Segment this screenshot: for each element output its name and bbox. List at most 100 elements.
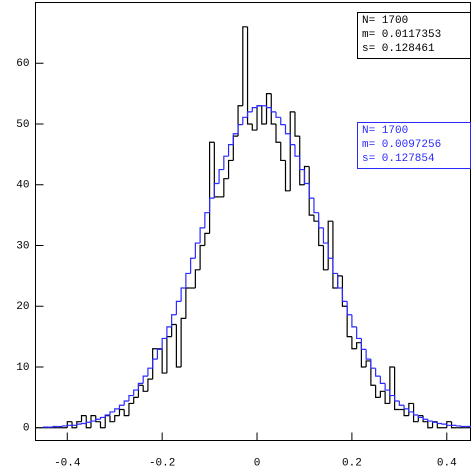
histogram-step [190, 257, 196, 274]
histogram-step [308, 166, 314, 216]
histogram-step [284, 124, 291, 135]
histogram-step [303, 169, 310, 185]
histogram-step [232, 135, 239, 161]
histogram-step [66, 424, 73, 426]
histogram-step [142, 385, 148, 392]
stats-line: m= 0.0097256 [362, 139, 441, 151]
histogram-step [408, 408, 414, 413]
histogram-step [251, 106, 258, 112]
histogram-step [128, 394, 134, 402]
histogram-step [408, 402, 414, 416]
histogram-step [313, 198, 319, 214]
y-tick-label: 50 [16, 119, 29, 131]
histogram-step [185, 272, 191, 289]
plot-frame [35, 2, 471, 441]
histogram-step [403, 409, 409, 417]
histogram-step [427, 419, 433, 422]
histogram-step [95, 418, 101, 422]
histogram-step [436, 421, 443, 429]
histogram-step [76, 423, 82, 426]
stats-line: s= 0.127854 [362, 153, 435, 165]
histogram-step [90, 414, 96, 428]
histogram-step [322, 227, 329, 244]
histogram-step [166, 336, 172, 374]
histogram-step [308, 183, 314, 199]
histogram-step [180, 317, 186, 367]
y-tick-label: 0 [23, 423, 30, 435]
y-tick-label: 30 [16, 240, 29, 252]
stats-line: N= 1700 [362, 125, 408, 137]
histogram-step [299, 136, 305, 186]
histogram-step [327, 243, 333, 259]
histogram-step [431, 421, 438, 423]
histogram-step [422, 415, 428, 423]
histogram-step [166, 326, 172, 339]
y-tick-label: 60 [16, 58, 29, 70]
histogram-step [199, 244, 205, 270]
x-tick-label: 0.4 [437, 457, 457, 469]
histogram-step [223, 155, 229, 170]
y-tick-label: 40 [16, 180, 29, 192]
histogram-step [337, 273, 343, 289]
histogram-step [356, 342, 362, 349]
histogram-step [246, 26, 253, 125]
histogram-step [370, 359, 376, 369]
histogram-step [142, 375, 148, 384]
histogram-step [351, 336, 357, 350]
histogram-step [213, 142, 220, 198]
histogram-step [389, 390, 395, 397]
histogram-step [403, 405, 409, 410]
histogram-step [318, 212, 324, 229]
histogram-step [180, 287, 186, 302]
histogram-step [208, 197, 215, 213]
stats-box-frame [357, 12, 471, 59]
histogram-step [152, 358, 158, 369]
histogram-step [284, 160, 291, 192]
histogram-step [337, 275, 343, 289]
histogram-step [251, 123, 258, 131]
histogram-step [422, 417, 428, 420]
histogram-step [118, 408, 125, 416]
stats-box: N= 1700 m= 0.0097256 s= 0.127854 [357, 122, 471, 169]
histogram-step [218, 168, 224, 184]
histogram-step [318, 221, 324, 247]
histogram-step [152, 348, 158, 380]
histogram-step [237, 105, 243, 137]
histogram-step [270, 107, 277, 113]
histogram-step [213, 182, 220, 199]
y-tick-label: 10 [16, 362, 29, 374]
histogram-step [351, 314, 357, 328]
histogram-step [52, 425, 58, 428]
histogram-step [185, 287, 191, 319]
stats-line: N= 1700 [362, 15, 408, 27]
histogram-step [199, 227, 205, 244]
histogram-step [256, 105, 262, 108]
histogram-step [313, 215, 319, 222]
histogram-step [379, 376, 386, 384]
histogram-step [204, 232, 210, 246]
x-tick-label: 0.2 [342, 457, 362, 469]
histogram-step [194, 242, 201, 259]
histogram-step [275, 111, 281, 118]
histogram-step [365, 349, 371, 360]
histogram-step [265, 105, 272, 109]
histogram-step [109, 415, 115, 423]
stats-box: N= 1700 m= 0.0117353 s= 0.128461 [357, 12, 471, 59]
histogram-step [147, 378, 153, 392]
histogram-step [341, 288, 348, 302]
histogram-step [123, 400, 129, 406]
histogram-step [375, 368, 381, 377]
histogram-step [114, 408, 120, 412]
histogram-step [370, 360, 376, 386]
histogram-step [446, 424, 452, 426]
histogram-step [327, 220, 333, 270]
histogram-step [85, 415, 92, 429]
x-tick-label: 0 [254, 457, 261, 469]
histogram-step [417, 414, 424, 419]
histogram-step [223, 178, 229, 197]
histogram-step [194, 269, 201, 289]
histogram-step [455, 425, 462, 427]
histogram-step [256, 105, 262, 131]
histogram-step [99, 416, 106, 420]
